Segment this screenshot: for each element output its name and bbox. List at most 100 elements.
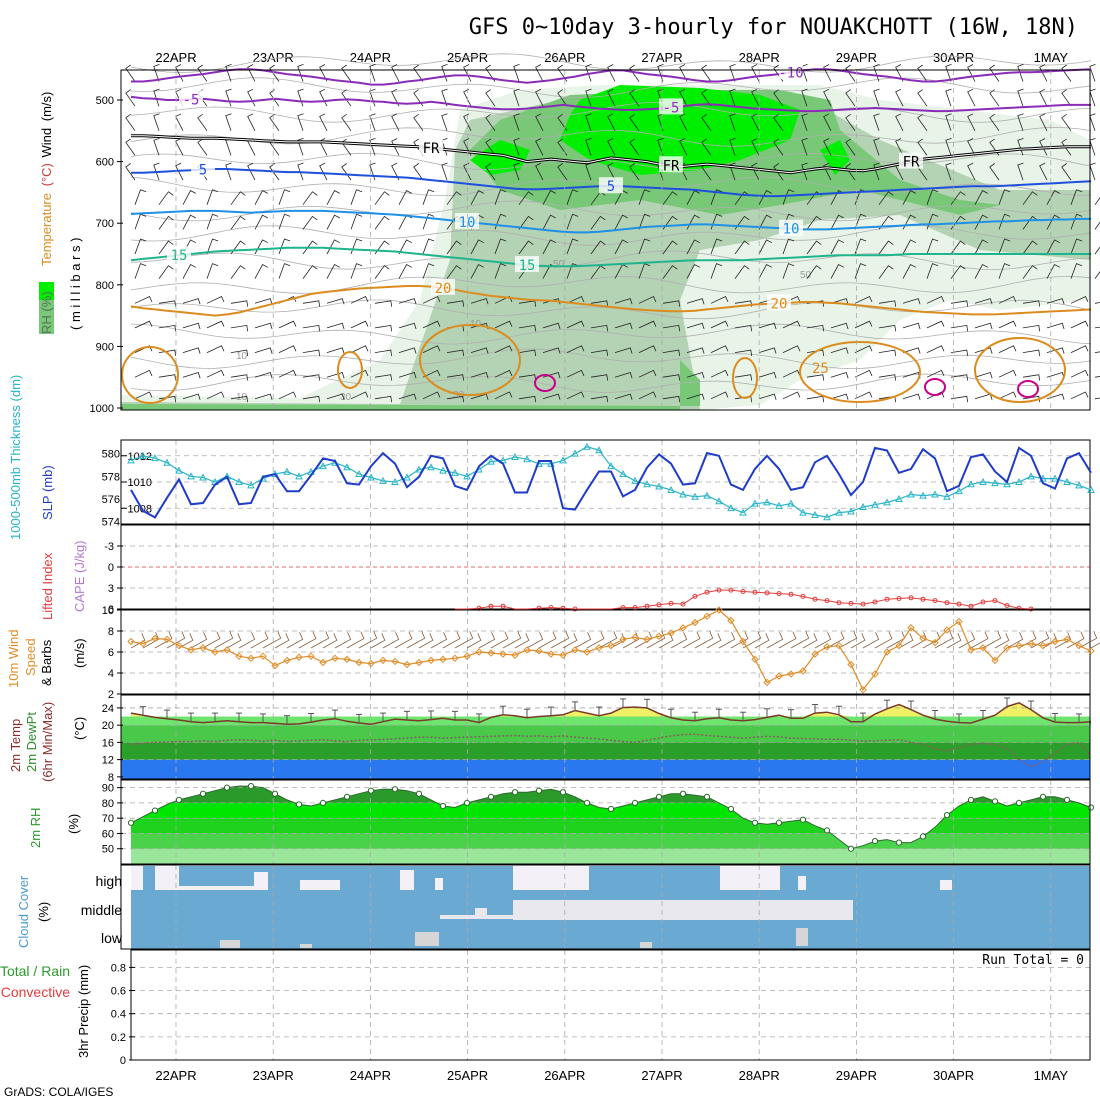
thickness-point — [451, 468, 459, 476]
wind-barb — [830, 263, 844, 279]
wind-barb — [391, 64, 400, 82]
rh-point — [1039, 793, 1047, 800]
wind-barb-10m — [298, 631, 317, 649]
wind-barb — [1070, 189, 1083, 205]
wind-speed-point — [127, 637, 135, 646]
cloud-row-high: high — [96, 873, 122, 889]
wind-barb — [278, 320, 297, 329]
thickness-point — [583, 442, 591, 450]
wind-barb — [782, 189, 795, 205]
wind-barb — [734, 324, 753, 332]
wind-barb — [1061, 64, 1072, 82]
cloud-cell-low — [796, 928, 808, 946]
rh-point — [679, 790, 687, 797]
wind-barb — [463, 113, 472, 131]
wind-speed-point — [223, 646, 231, 654]
date-label-top: 29APR — [836, 50, 877, 65]
wind-speed-point — [343, 655, 351, 664]
wind-barb — [302, 265, 318, 279]
wind-barb — [319, 113, 328, 131]
thickness-line — [130, 446, 1092, 518]
wind-barb — [485, 113, 496, 132]
wind-barb — [134, 320, 153, 329]
wind-barb — [878, 215, 894, 230]
thickness-point — [835, 508, 843, 516]
wind-speed-point — [823, 643, 831, 651]
wind-speed-line — [130, 609, 1092, 691]
wind-barb — [446, 191, 462, 205]
wind-speed-point — [547, 650, 555, 658]
run-total-label: Run Total = 0 — [982, 953, 1084, 968]
wind-speed-point — [835, 641, 843, 650]
lifted-index-point — [944, 600, 950, 606]
axis-tick-label: 500 — [96, 95, 114, 107]
wind-barb — [1022, 300, 1041, 307]
wind-speed-point — [1087, 647, 1095, 655]
wind-barb — [967, 113, 976, 131]
rh-point — [775, 819, 783, 826]
wind-speed-point — [163, 635, 171, 644]
wind-barb — [662, 349, 681, 357]
temperature-lines — [130, 697, 1092, 768]
thickness-tick-label: 578 — [102, 471, 120, 483]
wind-barb — [230, 349, 249, 357]
wind-barb — [470, 298, 489, 305]
wind-speed-point — [787, 670, 795, 678]
wind-barb — [607, 138, 616, 156]
isotherm-label-bg — [455, 212, 479, 229]
isohume-label: 30 — [453, 390, 465, 401]
wind-barb — [206, 189, 219, 205]
thickness-point — [319, 462, 327, 470]
wind-speed-point — [535, 647, 543, 655]
rh-point — [1087, 804, 1095, 811]
rh-point — [655, 793, 663, 800]
thickness-point — [1015, 477, 1023, 485]
rh-point — [343, 793, 351, 800]
wind-speed-point — [211, 648, 219, 656]
wind-barb — [326, 347, 345, 354]
rh-contour-line — [130, 225, 1092, 246]
thickness-point — [487, 457, 495, 465]
wind-barb — [686, 239, 700, 255]
wind-barb — [614, 298, 633, 305]
date-label-bottom: 27APR — [641, 1068, 682, 1083]
lifted-index-point — [812, 596, 818, 602]
wind-speed-point — [283, 656, 291, 665]
wind-barb — [446, 395, 465, 403]
wind-barb — [1061, 89, 1072, 107]
wind-barb — [470, 347, 489, 354]
wind-barb — [566, 263, 579, 279]
date-label-bottom: 29APR — [836, 1068, 877, 1083]
lifted-index-point — [1028, 606, 1034, 612]
wind-speed-point — [499, 650, 507, 658]
wind-barb-10m — [898, 633, 914, 649]
wind-barb — [513, 88, 520, 107]
wind-barb — [535, 138, 544, 156]
wind-barb — [341, 89, 352, 107]
slp-line — [130, 446, 1092, 519]
wind-barb — [686, 393, 705, 400]
wind-barb — [326, 322, 345, 330]
wind-barb — [175, 162, 184, 181]
temperature-band — [121, 725, 1090, 743]
wind-barb — [542, 347, 561, 354]
isotherm-25 — [337, 351, 363, 389]
wind-barb — [686, 372, 705, 379]
thickness-point — [1063, 477, 1071, 485]
wind-speed-point — [631, 633, 639, 642]
axis-tick-label: 12 — [102, 755, 114, 767]
thickness-point — [427, 463, 435, 471]
wind-speed-axis: 2 4 6 8 10 — [102, 605, 123, 701]
wind-barb — [590, 374, 609, 381]
rh-point — [463, 799, 471, 807]
wind-barb-10m — [922, 631, 941, 649]
rh-point — [991, 798, 999, 805]
wind-barb — [422, 391, 441, 400]
thickness-point — [571, 449, 579, 457]
wind-barb — [350, 369, 369, 378]
rh-contours: 10 10 30 50 50 30 10 — [130, 53, 1092, 403]
wind-barb — [134, 238, 147, 255]
thickness-point — [931, 490, 939, 498]
thickness-point — [643, 480, 651, 488]
thickness-point — [943, 492, 951, 500]
